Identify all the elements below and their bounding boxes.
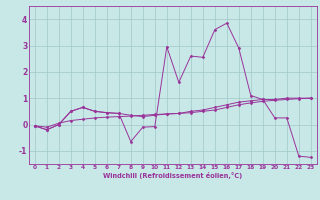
X-axis label: Windchill (Refroidissement éolien,°C): Windchill (Refroidissement éolien,°C) bbox=[103, 172, 243, 179]
